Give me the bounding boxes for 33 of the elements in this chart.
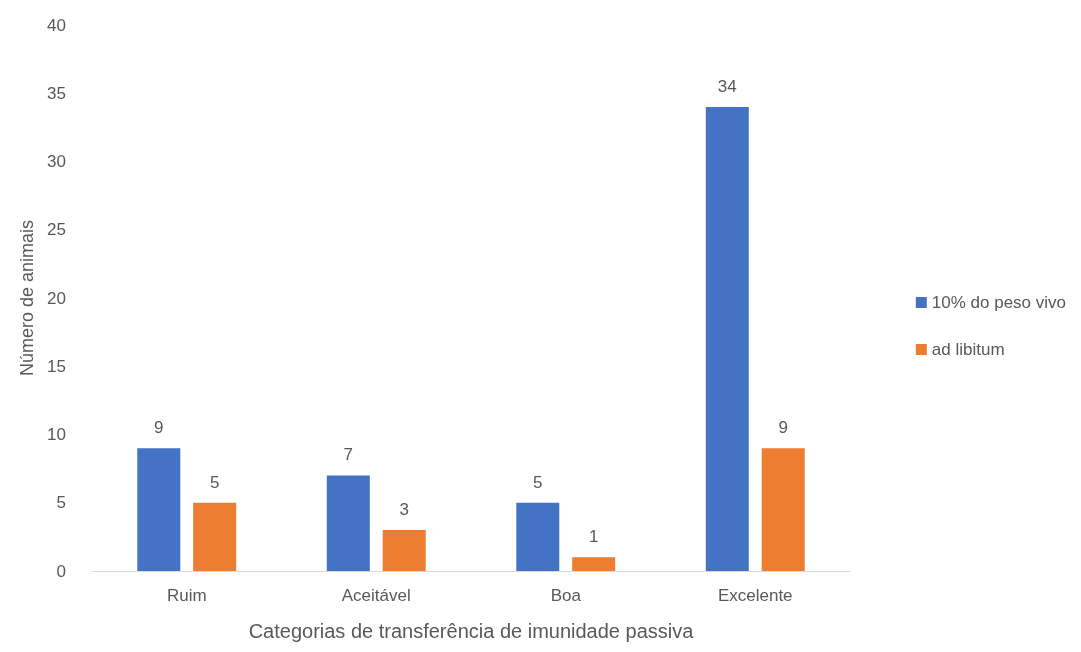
y-tick-label: 5 bbox=[56, 493, 66, 513]
y-tick-label: 40 bbox=[47, 15, 66, 35]
x-tick-label: Ruim bbox=[166, 586, 207, 605]
bar bbox=[326, 475, 370, 571]
data-label: 3 bbox=[399, 500, 409, 520]
y-tick-label: 25 bbox=[47, 220, 66, 240]
legend-label: ad libitum bbox=[931, 340, 1005, 359]
data-label: 34 bbox=[717, 76, 737, 96]
x-tick-label: Boa bbox=[550, 586, 582, 605]
y-tick-label: 35 bbox=[47, 83, 66, 103]
x-tick-label: Aceitável bbox=[341, 586, 411, 605]
x-tick-label: Excelente bbox=[717, 586, 793, 605]
bar bbox=[137, 448, 181, 571]
y-axis-title: Número de animais bbox=[17, 219, 38, 377]
bar bbox=[193, 502, 237, 571]
bar bbox=[761, 448, 805, 571]
data-label: 5 bbox=[533, 472, 543, 492]
data-label: 9 bbox=[154, 418, 164, 438]
bar bbox=[516, 502, 560, 571]
bar bbox=[382, 530, 426, 571]
y-tick-label: 15 bbox=[47, 356, 66, 376]
bar bbox=[705, 106, 749, 571]
y-tick-label: 10 bbox=[47, 425, 66, 444]
x-axis-title: Categorias de transferência de imunidade passiva bbox=[248, 620, 695, 642]
data-label: 1 bbox=[588, 527, 599, 547]
data-label: 5 bbox=[209, 472, 220, 492]
y-tick-label: 30 bbox=[47, 152, 66, 171]
legend-label: 10% do peso vivo bbox=[931, 293, 1066, 312]
y-tick-label: 20 bbox=[47, 288, 66, 308]
data-label: 9 bbox=[778, 418, 788, 438]
data-label: 7 bbox=[343, 445, 354, 465]
y-tick-label: 0 bbox=[56, 561, 66, 581]
bar bbox=[572, 557, 616, 571]
